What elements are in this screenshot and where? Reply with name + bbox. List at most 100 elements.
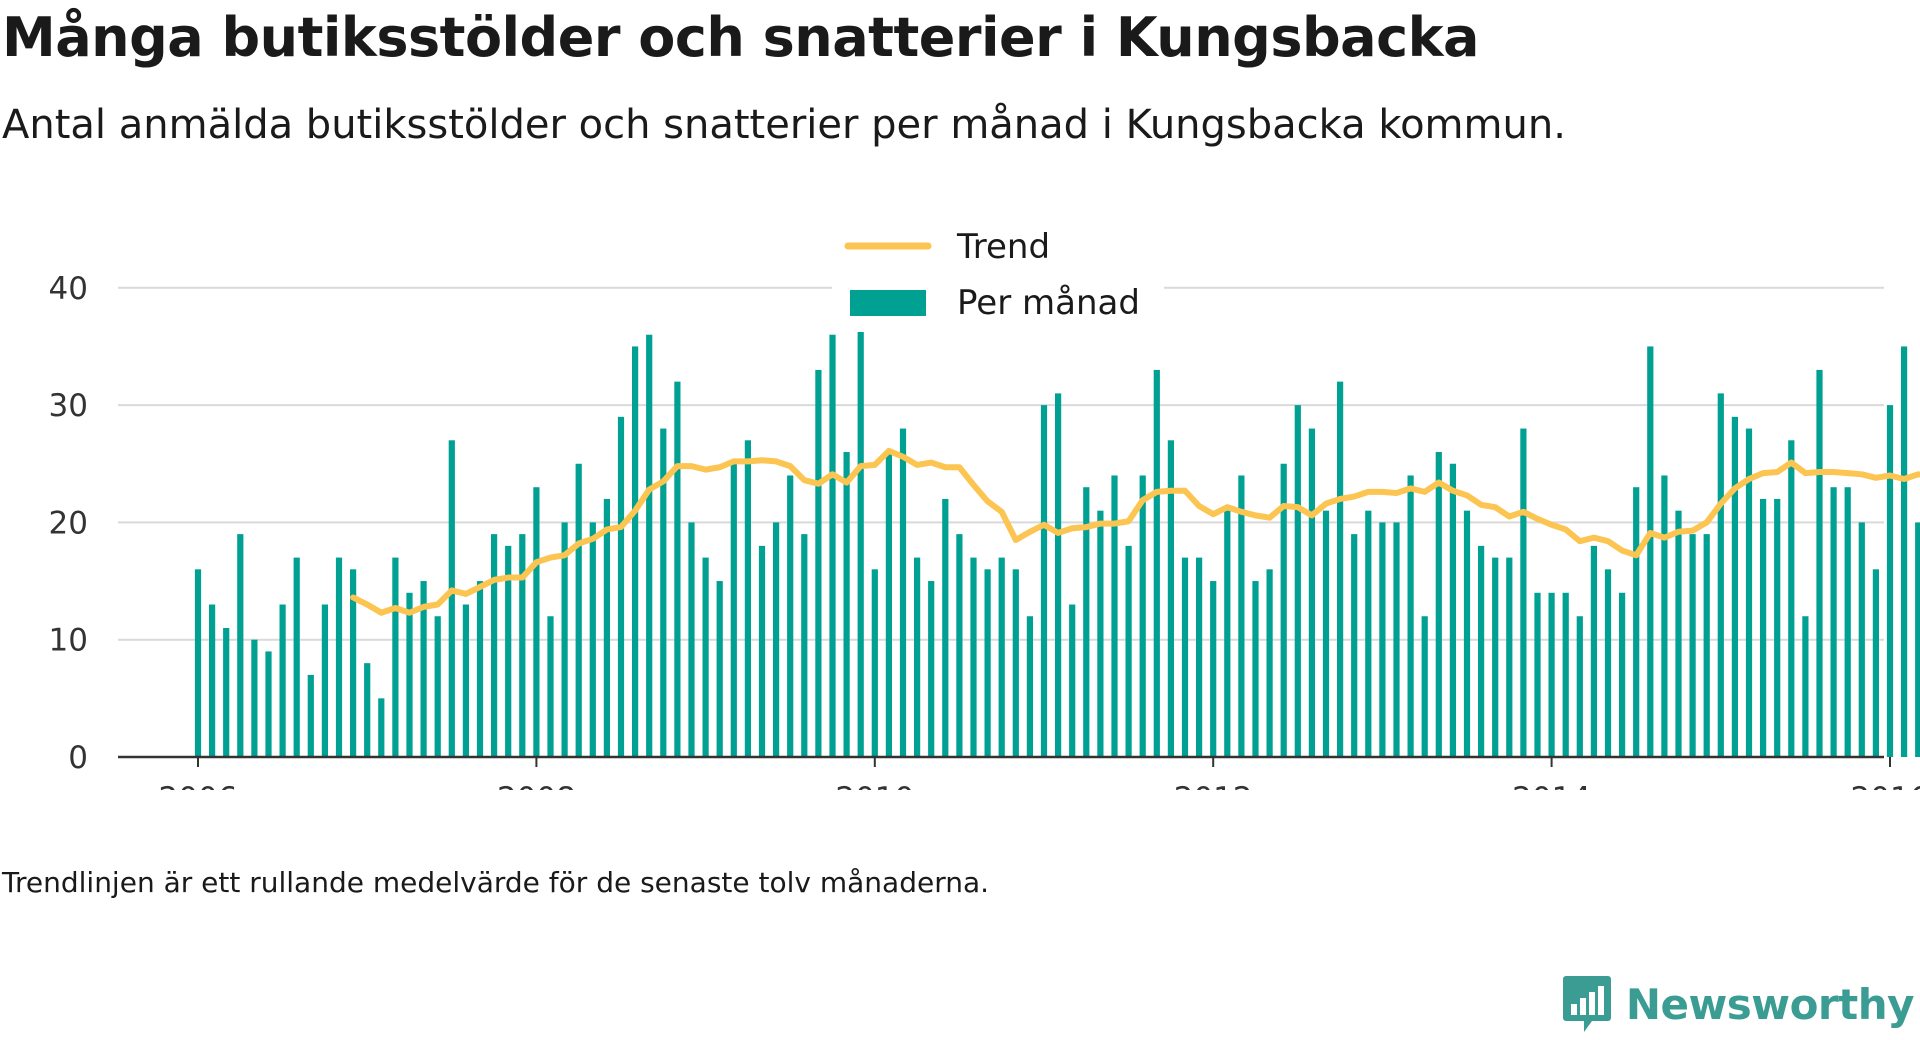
bar — [265, 651, 272, 757]
bar — [871, 569, 878, 757]
chart-title: Många butiksstölder och snatterier i Kun… — [2, 6, 1479, 69]
chart-subtitle: Antal anmälda butiksstölder och snatteri… — [2, 102, 1566, 148]
bar — [293, 557, 300, 757]
bar — [1844, 487, 1851, 757]
bar — [1901, 346, 1908, 757]
bar — [730, 463, 737, 757]
bar — [1590, 545, 1597, 757]
bar — [1040, 405, 1048, 757]
bar — [448, 440, 455, 757]
bar — [970, 557, 977, 757]
bar — [801, 534, 808, 757]
bar — [603, 498, 610, 757]
bar — [1548, 592, 1555, 757]
x-tick-label: 2006 — [159, 781, 238, 790]
bar — [1238, 475, 1245, 757]
bar — [1083, 487, 1090, 757]
bar — [1689, 534, 1696, 757]
bar — [773, 522, 780, 757]
bar — [1153, 369, 1160, 757]
bar — [1774, 498, 1781, 757]
legend: Trend Per månad — [832, 220, 1164, 332]
bar — [815, 369, 822, 757]
bar — [716, 581, 723, 757]
bar — [1351, 534, 1358, 757]
bar — [1280, 463, 1287, 757]
y-tick-label: 40 — [49, 271, 88, 307]
bar — [843, 452, 850, 757]
bar — [307, 674, 314, 757]
brand-name: Newsworthy — [1625, 979, 1915, 1029]
bar — [942, 498, 949, 757]
bar-chart: 2006200820102012201420162018202020222024… — [49, 220, 1920, 790]
bar — [1731, 416, 1738, 757]
bar — [223, 627, 230, 757]
y-tick-label: 0 — [68, 740, 88, 776]
legend-label-trend: Trend — [956, 227, 1050, 267]
bar — [406, 592, 413, 757]
bar — [885, 452, 892, 757]
bar — [1633, 487, 1640, 757]
bar — [1393, 522, 1400, 757]
trend-line — [350, 447, 1920, 616]
bar — [1069, 604, 1076, 757]
x-tick-label: 2010 — [835, 781, 914, 790]
bar — [505, 545, 512, 757]
bar — [1308, 428, 1315, 757]
bar — [1097, 510, 1104, 757]
bar — [321, 604, 328, 757]
bar-chart-speech-icon — [1562, 976, 1611, 1032]
bar — [1478, 545, 1485, 757]
bar — [1421, 616, 1428, 757]
bar — [1576, 616, 1583, 757]
bar — [914, 557, 921, 757]
bar — [519, 534, 526, 757]
bar — [1492, 557, 1499, 757]
bar — [857, 264, 864, 757]
bar — [237, 534, 244, 757]
trend-line-layer — [350, 447, 1920, 616]
bar — [547, 616, 554, 757]
bar — [674, 381, 681, 757]
bar — [899, 428, 907, 757]
bar — [279, 604, 286, 757]
bar — [1294, 405, 1301, 757]
bar — [1717, 393, 1724, 757]
bar — [251, 639, 258, 757]
bar — [1365, 510, 1372, 757]
bar — [660, 428, 667, 757]
bar — [533, 487, 540, 757]
bar — [1181, 557, 1189, 757]
bar — [1788, 440, 1795, 757]
y-tick-label: 30 — [49, 388, 88, 424]
bar — [1760, 498, 1767, 757]
y-axis-ticks: 0 10 20 30 40 — [49, 271, 88, 776]
bar — [1210, 581, 1217, 757]
bar — [1562, 592, 1569, 757]
bar — [1915, 522, 1920, 757]
bar — [688, 522, 695, 757]
bar — [561, 522, 568, 757]
bar — [1858, 522, 1865, 757]
bar — [1449, 463, 1456, 757]
bar — [209, 604, 216, 757]
x-tick-label: 2016 — [1851, 781, 1920, 790]
bar — [476, 581, 484, 757]
brand-logo[interactable]: Newsworthy — [1562, 968, 1915, 1040]
bar — [420, 581, 427, 757]
x-axis: 2006200820102012201420162018202020222024 — [118, 755, 1920, 790]
bar — [1322, 510, 1330, 757]
bar — [462, 604, 469, 757]
bar — [194, 569, 202, 757]
bar — [575, 463, 582, 757]
bar — [335, 557, 343, 757]
bar — [1266, 569, 1273, 757]
bar — [1520, 428, 1527, 757]
bar — [702, 557, 709, 757]
bar — [1534, 592, 1541, 757]
bar — [787, 475, 794, 757]
bar — [434, 616, 441, 757]
bar — [1125, 545, 1132, 757]
bar — [1802, 616, 1809, 757]
bar — [646, 334, 653, 757]
